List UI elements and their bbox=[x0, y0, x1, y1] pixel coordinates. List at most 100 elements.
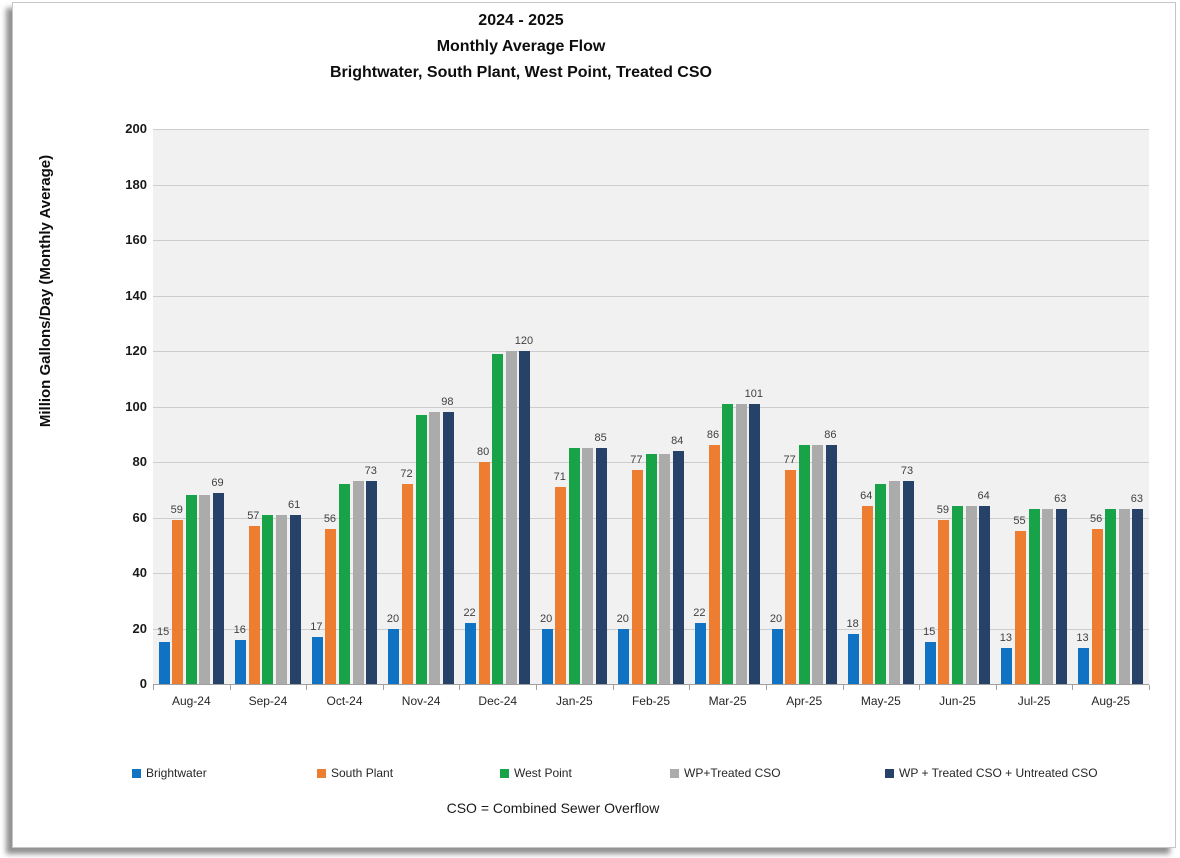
bar-value-label: 63 bbox=[1130, 493, 1144, 506]
bar bbox=[631, 470, 643, 684]
bar bbox=[262, 514, 274, 684]
legend-label: South Plant bbox=[331, 766, 394, 780]
x-axis-label: Aug-24 bbox=[171, 694, 211, 708]
x-tick-mark bbox=[306, 685, 308, 690]
bar-value-label: 56 bbox=[1089, 512, 1103, 525]
title-line-3: Brightwater, South Plant, West Point, Tr… bbox=[330, 64, 712, 81]
x-tick-mark bbox=[1072, 685, 1074, 690]
legend-marker bbox=[670, 768, 679, 778]
bar bbox=[172, 520, 184, 684]
y-axis-title: Million Gallons/Day (Monthly Average) bbox=[37, 154, 54, 428]
y-tick-label: 180 bbox=[125, 176, 147, 192]
bar bbox=[582, 448, 594, 684]
bar bbox=[1001, 647, 1013, 684]
x-tick-mark bbox=[1149, 685, 1150, 690]
bar-value-label: 72 bbox=[400, 468, 413, 481]
footnote: CSO = Combined Sewer Overflow bbox=[446, 800, 660, 816]
bar-value-label: 20 bbox=[540, 612, 553, 625]
bar bbox=[938, 520, 950, 684]
bar bbox=[708, 445, 720, 684]
x-axis-label: Nov-24 bbox=[401, 694, 441, 708]
x-axis-label: Dec-24 bbox=[478, 694, 518, 708]
legend-label: WP+Treated CSO bbox=[684, 766, 781, 780]
y-tick-label: 20 bbox=[132, 620, 147, 636]
legend-item: WP+Treated CSO bbox=[670, 766, 781, 780]
y-tick-label: 100 bbox=[125, 398, 147, 414]
bar bbox=[541, 628, 553, 684]
x-tick-mark bbox=[153, 685, 154, 690]
x-axis-label: Sep-24 bbox=[248, 694, 288, 708]
x-axis-label: Mar-25 bbox=[708, 694, 747, 708]
bar bbox=[519, 351, 531, 684]
x-tick-mark bbox=[536, 685, 538, 690]
gridline bbox=[153, 184, 1149, 186]
title-line-2: Monthly Average Flow bbox=[436, 38, 606, 55]
bar-value-label: 55 bbox=[1013, 515, 1026, 528]
bar bbox=[951, 506, 963, 684]
x-axis-label: May-25 bbox=[860, 694, 901, 708]
bar-value-label: 15 bbox=[923, 626, 936, 639]
y-tick-label: 200 bbox=[125, 121, 147, 136]
gridline bbox=[153, 129, 1149, 130]
bar bbox=[861, 506, 873, 684]
gridline bbox=[153, 240, 1149, 241]
gridline bbox=[153, 295, 1149, 297]
x-axis-label: Jan-25 bbox=[556, 694, 593, 708]
bar bbox=[722, 403, 734, 684]
bar-value-label: 13 bbox=[1076, 631, 1089, 644]
bar-value-label: 59 bbox=[170, 504, 183, 517]
bar bbox=[785, 470, 797, 684]
y-tick-label: 140 bbox=[125, 287, 147, 303]
bar bbox=[352, 481, 364, 684]
x-tick-mark bbox=[229, 685, 231, 690]
legend-marker bbox=[132, 768, 141, 778]
bar bbox=[1077, 647, 1089, 684]
bar bbox=[339, 484, 351, 684]
legend-marker bbox=[885, 768, 894, 778]
bar bbox=[325, 528, 337, 684]
x-axis-label: Aug-25 bbox=[1091, 694, 1131, 708]
bar bbox=[213, 492, 224, 684]
bar bbox=[596, 448, 608, 684]
x-axis-label: Apr-25 bbox=[786, 694, 823, 708]
y-tick-label: 0 bbox=[139, 676, 147, 691]
bar bbox=[848, 634, 860, 684]
bar-value-label: 77 bbox=[630, 454, 643, 467]
bar bbox=[248, 525, 260, 684]
y-tick-label: 160 bbox=[125, 232, 147, 247]
bar bbox=[555, 486, 567, 684]
bar-value-label: 84 bbox=[671, 434, 684, 447]
bar bbox=[979, 506, 991, 684]
bar bbox=[402, 484, 414, 684]
bar bbox=[1132, 509, 1144, 684]
bar-value-label: 71 bbox=[553, 470, 566, 483]
legend-item: Brightwater bbox=[132, 766, 207, 780]
legend-label: WP + Treated CSO + Untreated CSO bbox=[899, 766, 1098, 780]
y-tick-label: 80 bbox=[132, 454, 147, 469]
bar-value-label: 80 bbox=[477, 446, 490, 458]
bar bbox=[1028, 509, 1040, 684]
chart-title: 2024 - 2025 Monthly Average Flow Brightw… bbox=[13, 8, 1029, 86]
x-tick-mark bbox=[612, 685, 614, 690]
bar bbox=[1105, 509, 1117, 684]
bar bbox=[415, 414, 427, 684]
bar bbox=[1014, 531, 1026, 684]
bar-value-label: 17 bbox=[310, 620, 323, 633]
bar-value-label: 86 bbox=[706, 429, 720, 442]
x-tick-mark bbox=[765, 685, 767, 690]
bar bbox=[276, 514, 288, 684]
bar bbox=[366, 481, 378, 684]
bar-value-label: 22 bbox=[693, 606, 706, 619]
bar bbox=[888, 481, 900, 684]
legend-label: West Point bbox=[514, 766, 572, 780]
bar-value-label: 63 bbox=[1054, 493, 1067, 506]
bar bbox=[645, 453, 657, 684]
bar bbox=[924, 642, 936, 684]
bar-value-label: 16 bbox=[233, 623, 246, 636]
bar bbox=[749, 403, 761, 684]
bar bbox=[158, 642, 170, 684]
bar-value-label: 101 bbox=[744, 387, 763, 400]
bar-value-label: 64 bbox=[977, 490, 990, 503]
bar bbox=[199, 495, 211, 684]
bar-value-label: 13 bbox=[999, 631, 1012, 644]
